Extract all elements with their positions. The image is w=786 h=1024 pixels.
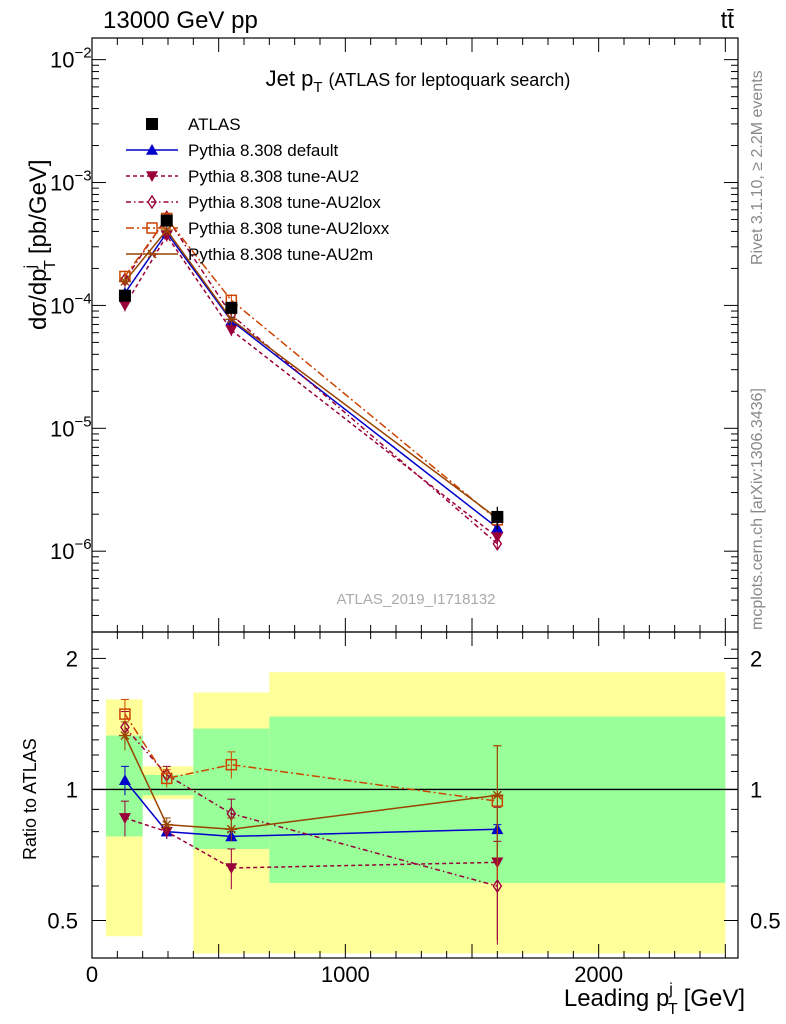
series-line-pythia-8-308-tune-au2 <box>124 234 498 538</box>
ratio-y-tick-label: 2 <box>66 646 78 671</box>
ratio-point-pythia-8-308-tune-au2loxx <box>160 772 173 785</box>
uncertainty-band-green <box>142 774 194 796</box>
energy-label: 13000 GeV pp <box>103 7 258 34</box>
title-subscript: T <box>313 79 322 96</box>
series-point-pythia-8-308-tune-au2 <box>225 325 238 337</box>
marker-stroke <box>162 820 172 830</box>
ratio-y-tick-label-right: 1 <box>750 777 762 802</box>
series-line-pythia-8-308-tune-au2lox <box>124 216 498 545</box>
ratio-y-tick-label-right: 2 <box>750 646 762 671</box>
title-main: Jet p <box>266 66 314 91</box>
process-label: tt̄ <box>721 7 735 34</box>
ylabel-unit: [pb/GeV] <box>25 159 52 254</box>
main-series <box>118 210 504 551</box>
ratio-line-pythia-8-308-tune-au2loxx <box>124 713 498 802</box>
legend-item-pythia-8-308-tune-au2m: Pythia 8.308 tune-AU2m <box>126 245 373 264</box>
legend-label: Pythia 8.308 tune-AU2lox <box>188 193 381 212</box>
legend-item-pythia-8-308-tune-au2: Pythia 8.308 tune-AU2 <box>126 167 359 186</box>
ratio-point-pythia-8-308-tune-au2 <box>118 813 131 824</box>
ratio-point-pythia-8-308-tune-au2 <box>160 826 173 838</box>
legend-marker <box>146 171 158 182</box>
ratio-line-pythia-8-308-tune-au2lox <box>124 726 498 887</box>
series-line-pythia-8-308-tune-au2m <box>124 228 498 519</box>
legend-marker <box>146 144 158 155</box>
legend: ATLAS Pythia 8.308 default Pythia 8.308 tu… <box>126 115 390 264</box>
ratio-point-pythia-8-308-tune-au2m <box>118 731 131 741</box>
xlabel-main: Leading p <box>564 985 669 1012</box>
marker-stroke <box>120 731 130 741</box>
axes-frame <box>91 631 739 959</box>
ylabel-sub: T <box>42 260 59 270</box>
ratio-y-tick-label: 0.5 <box>47 908 78 933</box>
ratio-line-pythia-8-308-tune-au2m <box>124 735 498 831</box>
ratio-point-pythia-8-308-tune-au2m <box>225 824 238 834</box>
xlabel-sup: j <box>668 981 673 998</box>
series-point-pythia-8-308-tune-au2lox <box>492 536 503 551</box>
series-point-pythia-8-308-tune-au2m <box>118 276 131 286</box>
ratio-ylabel: Ratio to ATLAS <box>20 738 40 860</box>
series-line-pythia-8-308-default <box>124 231 498 529</box>
marker-stroke <box>226 314 236 324</box>
legend-item-atlas: ATLAS <box>146 115 241 134</box>
ratio-point-pythia-8-308-default <box>118 774 131 786</box>
marker-stroke <box>147 249 157 259</box>
legend-label: Pythia 8.308 tune-AU2loxx <box>188 219 390 238</box>
legend-item-pythia-8-308-tune-au2loxx: Pythia 8.308 tune-AU2loxx <box>126 219 390 238</box>
marker-stroke <box>492 790 502 800</box>
data-point-atlas <box>118 289 131 302</box>
ylabel-main: dσ/dp <box>25 268 52 330</box>
ratio-bands <box>105 672 726 954</box>
main-ylabel: dσ/dpj T [pb/GeV] <box>22 159 59 330</box>
ratio-y-tick-label-right: 0.5 <box>750 908 781 933</box>
legend-marker <box>146 118 158 130</box>
data-point-atlas <box>491 510 504 523</box>
legend-item-pythia-8-308-tune-au2lox: Pythia 8.308 tune-AU2lox <box>126 193 381 212</box>
ratio-line-pythia-8-308-tune-au2 <box>124 817 498 869</box>
ratio-point-pythia-8-308-tune-au2 <box>225 863 238 875</box>
xlabel-unit: [GeV] <box>684 985 745 1012</box>
y-tick-label: 10−5 <box>50 413 92 441</box>
ratio-point-pythia-8-308-tune-au2loxx <box>225 758 238 771</box>
title-suffix: (ATLAS for leptoquark search) <box>329 70 571 90</box>
ratio-line-pythia-8-308-default <box>124 779 498 838</box>
ratio-series <box>118 698 504 945</box>
ratio-point-pythia-8-308-tune-au2m <box>491 790 504 800</box>
ylabel-sup: j <box>22 265 39 270</box>
x-tick-label: 0 <box>86 962 98 987</box>
analysis-watermark: ATLAS_2019_I1718132 <box>336 591 495 608</box>
ratio-point-pythia-8-308-tune-au2lox <box>492 878 503 894</box>
ratio-point-pythia-8-308-tune-au2loxx <box>119 708 131 720</box>
legend-label: Pythia 8.308 tune-AU2m <box>188 245 373 264</box>
series-line-pythia-8-308-tune-au2loxx <box>124 217 498 521</box>
y-tick-label: 10−2 <box>50 45 92 73</box>
legend-label: Pythia 8.308 default <box>188 141 339 160</box>
ratio-point-pythia-8-308-tune-au2m <box>160 820 173 830</box>
data-point-atlas <box>225 301 238 314</box>
rivet-version-label: Rivet 3.1.10, ≥ 2.2M events <box>749 70 766 265</box>
ratio-axes: 0.5 0.5 1 1 2 2 0 1000 2000 <box>47 631 781 987</box>
y-tick-label: 10−6 <box>50 536 92 564</box>
legend-item-pythia-8-308-default: Pythia 8.308 default <box>126 141 339 160</box>
legend-marker <box>146 222 158 234</box>
x-tick-label: 1000 <box>321 962 370 987</box>
data-point-atlas <box>160 214 173 227</box>
x-tick-label: 2000 <box>574 962 623 987</box>
series-point-pythia-8-308-tune-au2 <box>118 300 131 312</box>
x-axis-label: Leading pj T [GeV] <box>564 981 745 1018</box>
marker-stroke <box>226 824 236 834</box>
y-tick-label: 10−3 <box>50 168 92 196</box>
legend-marker <box>147 194 157 210</box>
series-point-pythia-8-308-tune-au2m <box>225 314 238 324</box>
ratio-y-tick-label: 1 <box>66 777 78 802</box>
xlabel-sub: T <box>668 1001 678 1018</box>
legend-label: ATLAS <box>188 115 241 134</box>
marker-stroke <box>120 276 130 286</box>
main-title: Jet pT (ATLAS for leptoquark search) <box>266 66 571 96</box>
legend-label: Pythia 8.308 tune-AU2 <box>188 167 359 186</box>
mcplots-label: mcplots.cern.ch [arXiv:1306.3436] <box>749 388 766 630</box>
y-tick-label: 10−4 <box>50 290 92 318</box>
legend-marker <box>146 249 158 259</box>
